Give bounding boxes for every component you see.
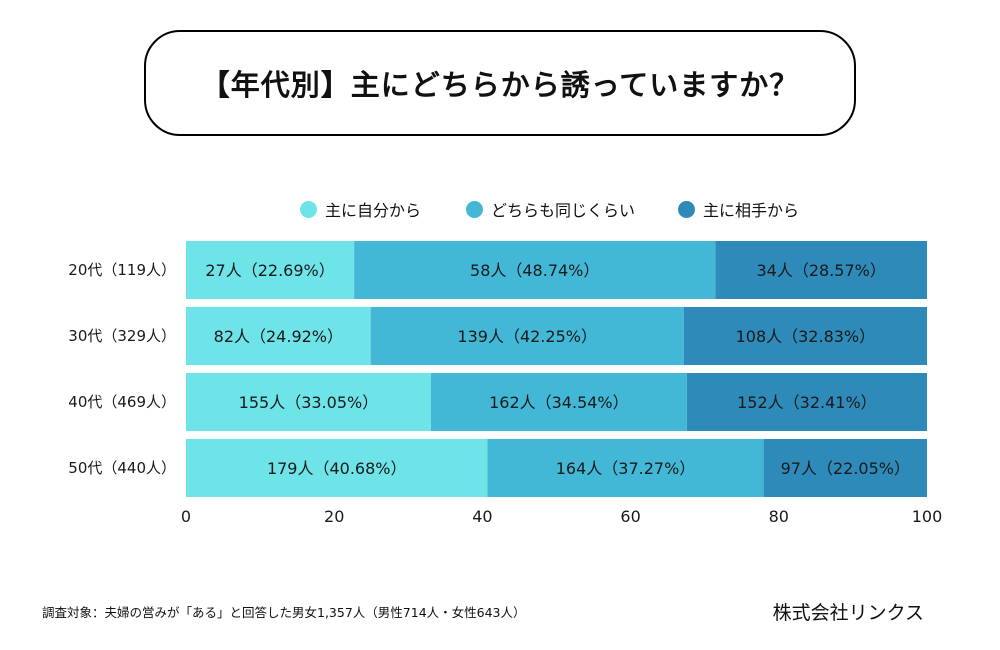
row-label-1: 30代（329人） xyxy=(68,327,176,345)
company-name: 株式会社リンクス xyxy=(772,602,924,624)
x-tick-label-100: 100 xyxy=(912,507,943,526)
bar-segment-self-1 xyxy=(186,307,371,365)
legend-item-self: 主に自分から xyxy=(300,196,421,222)
data-label-self-0: 27人（22.69%） xyxy=(205,261,334,280)
legend-label-partner: 主に相手から xyxy=(703,201,800,220)
data-label-partner-3: 97人（22.05%） xyxy=(781,459,910,478)
row-label-2: 40代（469人） xyxy=(68,393,176,411)
bar-segment-equal-1 xyxy=(370,307,684,365)
data-label-equal-1: 139人（42.25%） xyxy=(457,327,597,346)
bar-segment-partner-2 xyxy=(686,373,927,431)
bar-segment-self-3 xyxy=(186,439,488,497)
legend-swatch-equal xyxy=(466,200,483,218)
data-label-partner-2: 152人（32.41%） xyxy=(737,393,877,412)
chart-title: 【年代別】主にどちらから誘っていますか？ xyxy=(200,68,800,102)
legend-item-partner: 主に相手から xyxy=(678,196,799,222)
footnote: 調査対象：夫婦の営みが「ある」と回答した男女1,357人（男性714人・女性64… xyxy=(42,605,526,620)
bar-segment-equal-2 xyxy=(430,373,687,431)
data-label-equal-2: 162人（34.54%） xyxy=(489,393,629,412)
row-label-0: 20代（119人） xyxy=(68,261,176,279)
x-tick-label-20: 20 xyxy=(324,507,344,526)
x-tick-label-0: 0 xyxy=(181,507,191,526)
legend-swatch-self xyxy=(300,200,317,218)
bar-segment-equal-0 xyxy=(354,241,716,299)
bar-segment-partner-1 xyxy=(683,307,927,365)
bar-segment-self-0 xyxy=(186,241,355,299)
legend-label-self: 主に自分から xyxy=(325,201,422,220)
title-box: 【年代別】主にどちらから誘っていますか？ xyxy=(144,30,856,136)
legend-label-equal: どちらも同じくらい xyxy=(491,201,636,220)
row-label-3: 50代（440人） xyxy=(68,459,176,477)
stacked-bar-chart: 20代（119人） 27人（22.69%） 58人（48.74%） 34人（28.57… xyxy=(68,241,943,526)
legend: 主に自分から どちらも同じくらい 主に相手から xyxy=(0,196,1000,222)
bar-segment-self-2 xyxy=(186,373,431,431)
legend-swatch-partner xyxy=(678,200,695,218)
legend-item-equal: どちらも同じくらい xyxy=(466,196,635,222)
data-label-self-1: 82人（24.92%） xyxy=(214,327,343,346)
x-tick-label-60: 60 xyxy=(620,507,640,526)
data-label-self-3: 179人（40.68%） xyxy=(267,459,407,478)
data-label-self-2: 155人（33.05%） xyxy=(239,393,379,412)
bar-segment-partner-3 xyxy=(763,439,927,497)
bar-segment-equal-3 xyxy=(487,439,764,497)
data-label-equal-0: 58人（48.74%） xyxy=(470,261,599,280)
data-label-partner-1: 108人（32.83%） xyxy=(736,327,876,346)
data-label-equal-3: 164人（37.27%） xyxy=(556,459,696,478)
bar-segment-partner-0 xyxy=(715,241,927,299)
data-label-partner-0: 34人（28.57%） xyxy=(756,261,885,280)
x-tick-label-80: 80 xyxy=(769,507,789,526)
x-tick-label-40: 40 xyxy=(472,507,492,526)
